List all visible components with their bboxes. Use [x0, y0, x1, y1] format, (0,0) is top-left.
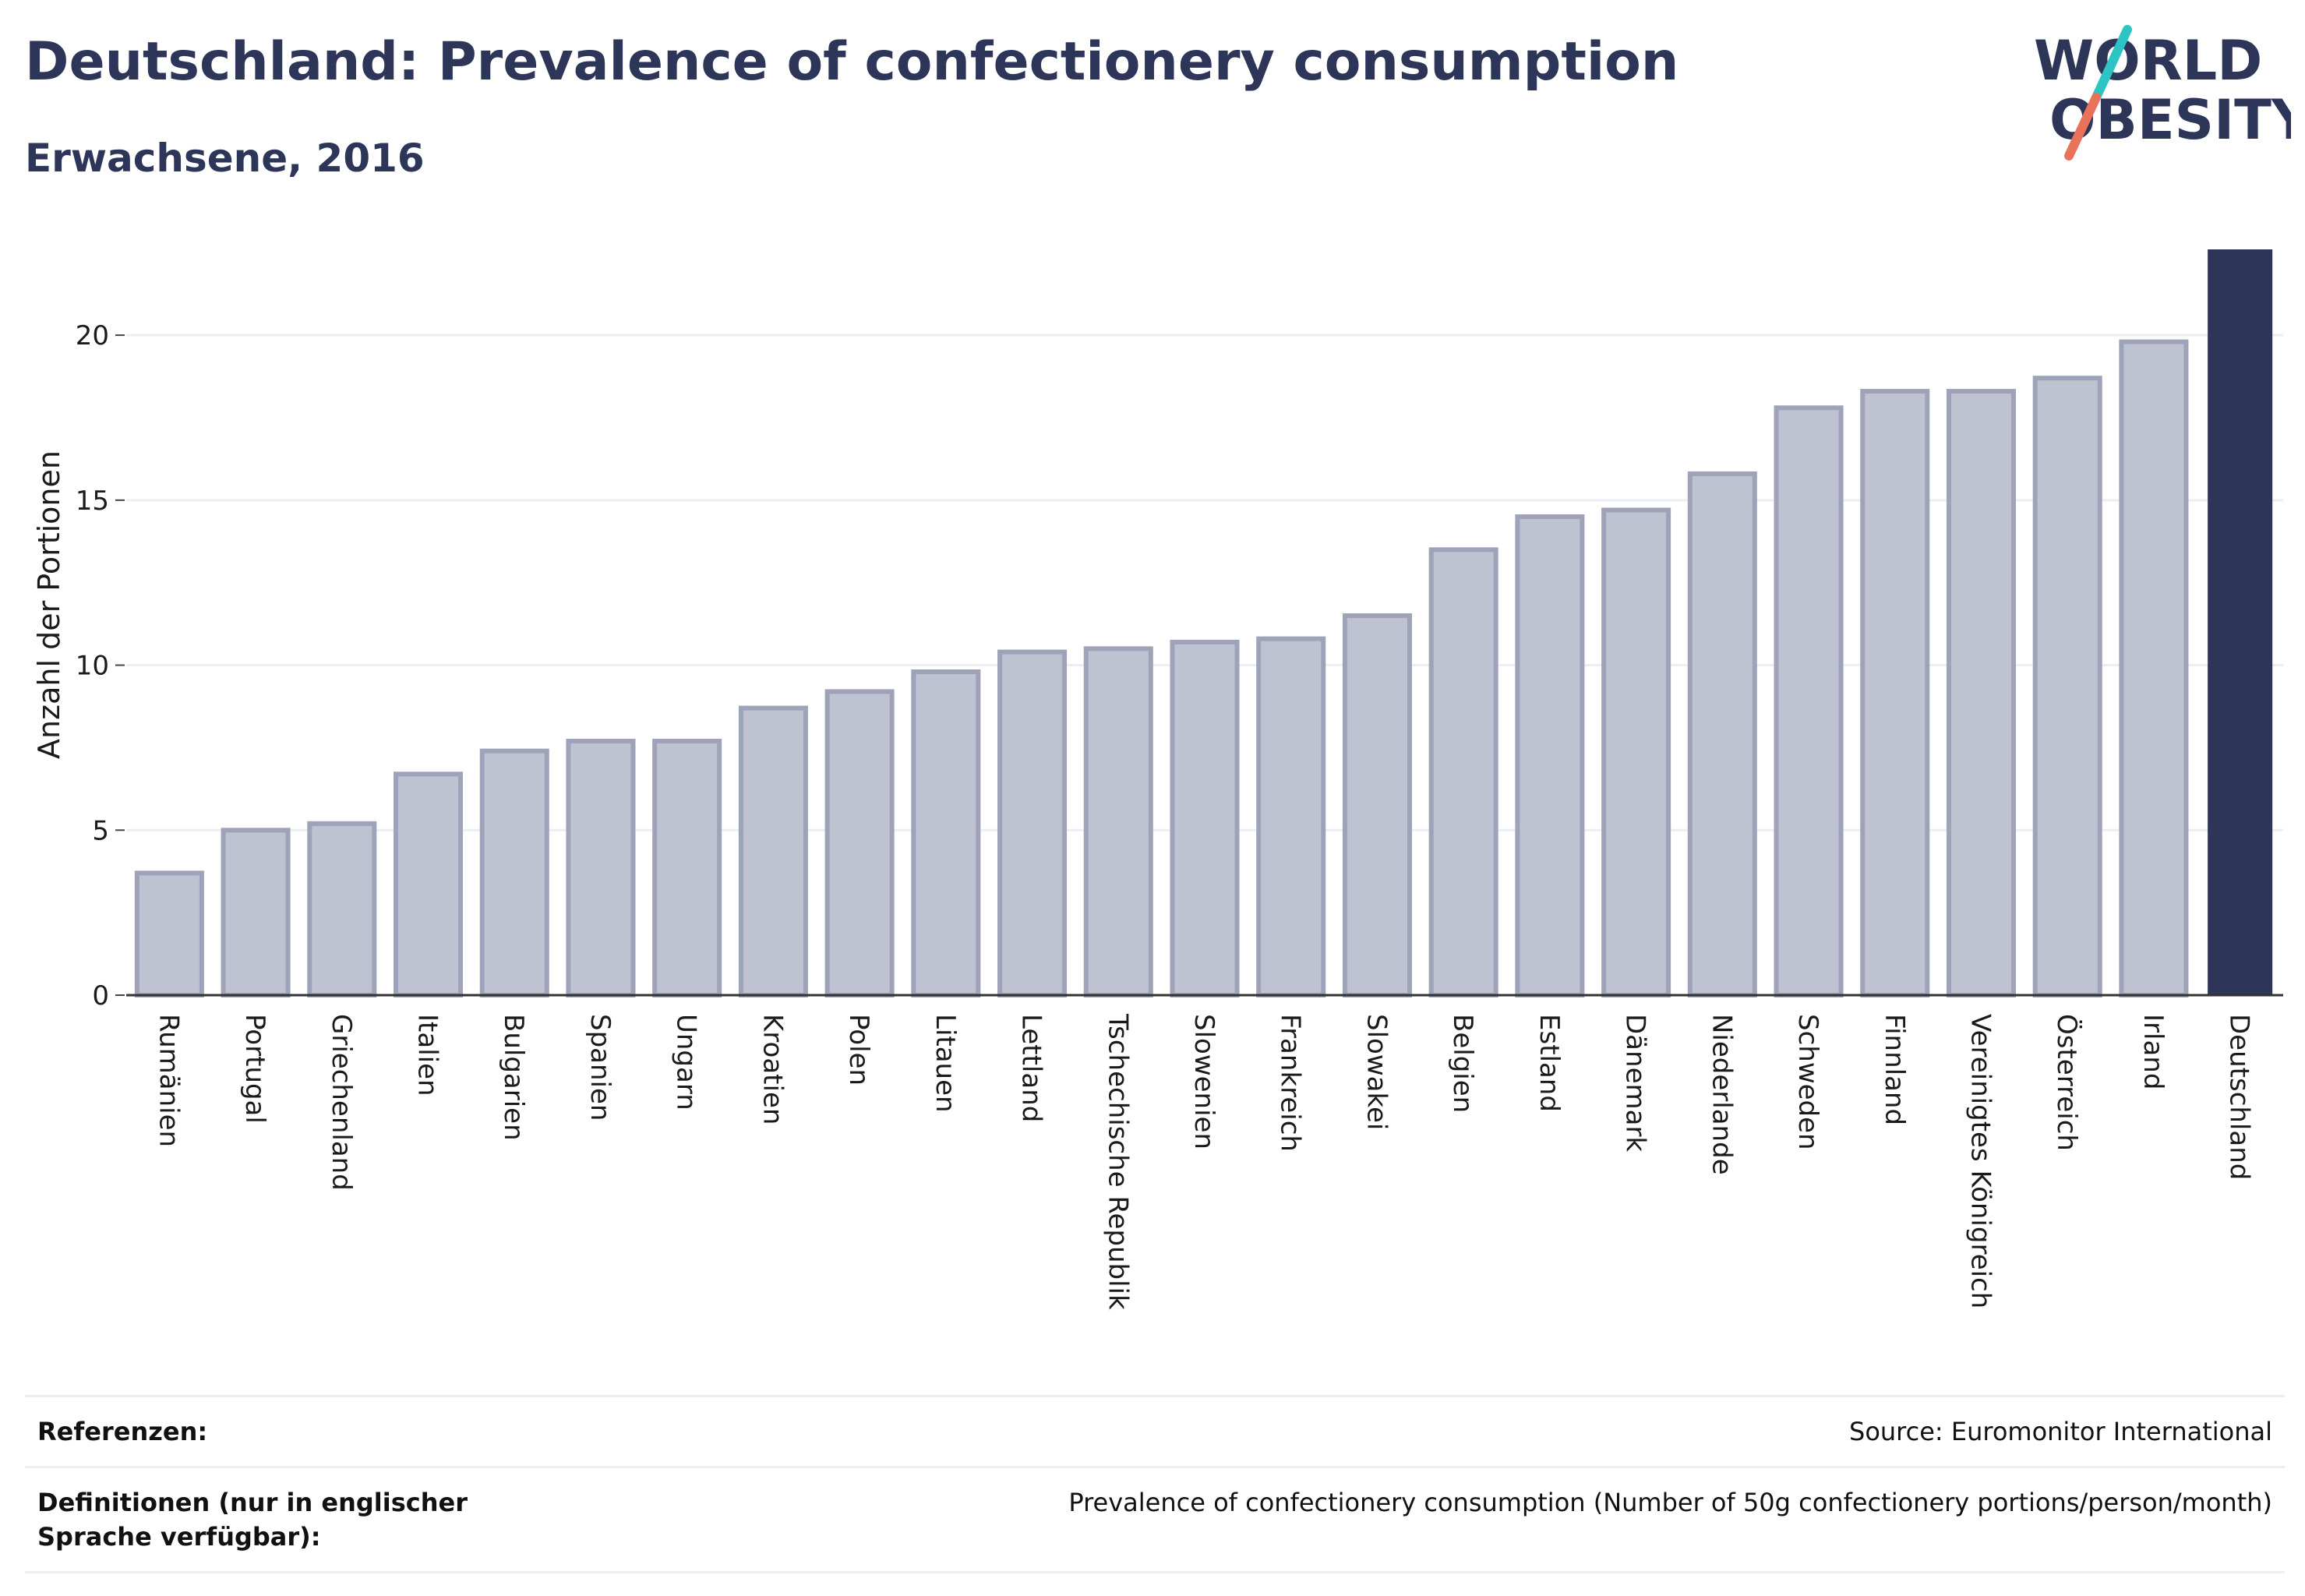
bar-chart: 0 5 10 15 20 Rumänien Portugal Griechenland Ita…	[32, 249, 2283, 1310]
axes: Rumänien Portugal Griechenland Italien Bulga…	[126, 994, 2283, 1310]
references-label: Referenzen:	[37, 1417, 208, 1446]
bar-rumänien	[134, 870, 204, 998]
x-tick-label: Portugal	[239, 1014, 270, 1124]
x-tick-label: Niederlande	[1706, 1014, 1737, 1175]
bar-dänemark	[1601, 507, 1671, 998]
bar-italien	[394, 772, 464, 998]
x-tick-label: Kroatien	[757, 1014, 788, 1125]
x-tick-label: Slowenien	[1188, 1014, 1220, 1149]
x-tick-label: Litauen	[930, 1014, 961, 1113]
x-tick-label: Rumänien	[153, 1014, 184, 1147]
footer-definitions-row: Definitionen (nur in englischer Sprache …	[25, 1466, 2285, 1573]
bars	[134, 249, 2273, 998]
bar-tschechische-republik	[1083, 646, 1153, 998]
x-tick-label: Belgien	[1447, 1014, 1478, 1113]
y-tick-label: 5	[92, 815, 109, 846]
x-tick-label: Schweden	[1792, 1014, 1823, 1150]
bar-estland	[1515, 514, 1585, 998]
y-axis-title: Anzahl der Portionen	[32, 450, 66, 759]
chart-title: Deutschland: Prevalence of confectionery…	[25, 31, 1679, 93]
chart-subtitle: Erwachsene, 2016	[25, 136, 425, 181]
references-value: Source: Euromonitor International	[1849, 1417, 2272, 1446]
bar-österreich	[2032, 376, 2102, 998]
bar-spanien	[566, 738, 636, 998]
bar-irland	[2119, 339, 2189, 998]
y-tick-label: 10	[76, 651, 109, 682]
bar-ungarn	[652, 738, 722, 998]
bar-polen	[824, 689, 895, 998]
x-tick-label: Tschechische Republik	[1102, 1013, 1133, 1310]
x-tick-label: Slowakei	[1361, 1014, 1392, 1130]
x-tick-label: Dänemark	[1620, 1014, 1651, 1152]
bar-lettland	[997, 649, 1068, 998]
bar-vereinigtes-königreich	[1946, 389, 2016, 998]
bar-belgien	[1428, 547, 1498, 998]
bar-bulgarien	[479, 748, 549, 998]
bar-frankreich	[1256, 636, 1326, 998]
bar-niederlande	[1687, 471, 1757, 998]
x-tick-label: Estland	[1534, 1014, 1565, 1112]
bar-finnland	[1860, 389, 1930, 998]
footer-references-row: Referenzen: Source: Euromonitor Internat…	[25, 1395, 2285, 1466]
x-tick-label: Griechenland	[326, 1014, 357, 1191]
x-tick-label: Deutschland	[2224, 1014, 2255, 1180]
bar-kroatien	[738, 705, 808, 998]
x-tick-label: Frankreich	[1275, 1014, 1306, 1152]
definitions-value: Prevalence of confectionery consumption …	[1068, 1488, 2272, 1517]
logo-slash-coral	[2064, 93, 2101, 161]
bar-slowakei	[1342, 613, 1412, 998]
logo-text-world: WORLD	[2034, 29, 2262, 93]
bar-schweden	[1774, 405, 1844, 998]
bar-deutschland	[2208, 249, 2273, 995]
logo-slash-teal	[2091, 25, 2132, 102]
y-tick-label: 0	[92, 980, 109, 1012]
x-tick-label: Italien	[412, 1014, 443, 1096]
x-tick-label: Lettland	[1016, 1014, 1047, 1122]
definitions-label: Definitionen (nur in englischer Sprache …	[37, 1488, 468, 1552]
x-tick-label: Polen	[843, 1014, 874, 1086]
bar-griechenland	[307, 821, 377, 998]
bar-slowenien	[1170, 639, 1240, 998]
x-tick-label: Bulgarien	[498, 1014, 529, 1141]
y-tick-label: 20	[76, 320, 109, 351]
bar-portugal	[221, 828, 291, 998]
x-tick-label: Finnland	[1879, 1014, 1910, 1125]
world-obesity-logo: WORLD OBESITY	[2034, 25, 2291, 161]
bar-litauen	[911, 669, 981, 998]
x-tick-label: Irland	[2137, 1014, 2169, 1089]
x-tick-label: Ungarn	[671, 1014, 702, 1110]
x-tick-label: Spanien	[584, 1014, 616, 1121]
x-tick-label: Vereinigtes Königreich	[1964, 1014, 1996, 1308]
footer: Referenzen: Source: Euromonitor Internat…	[25, 1395, 2285, 1573]
x-tick-label: Österreich	[2051, 1014, 2083, 1151]
y-tick-label: 15	[76, 486, 109, 517]
